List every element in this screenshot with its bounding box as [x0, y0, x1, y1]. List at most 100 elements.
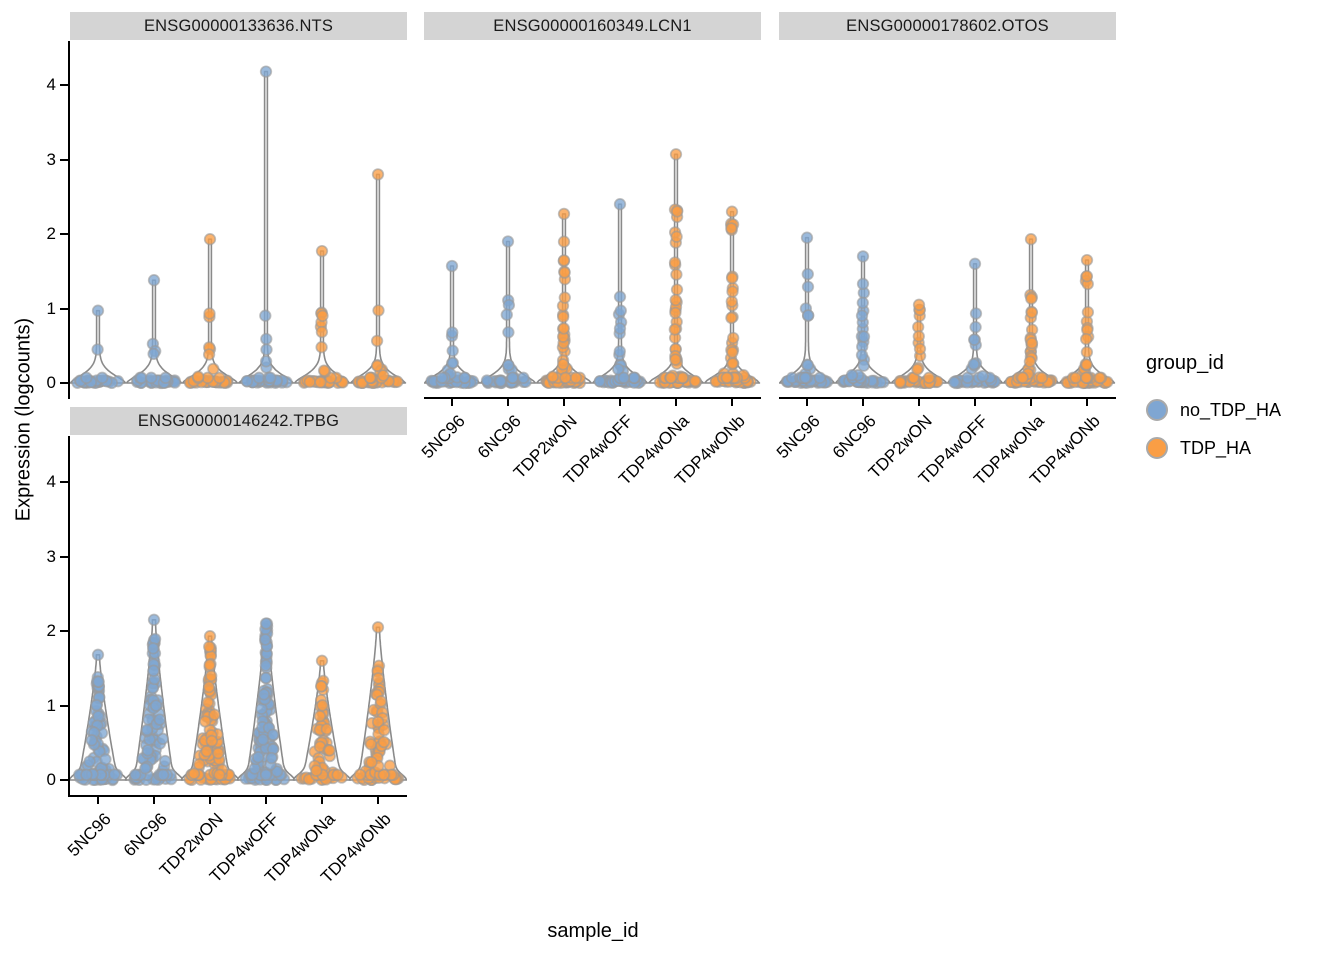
- jitter-point: [617, 371, 631, 384]
- violin-shape: [349, 173, 407, 384]
- facet-strip: ENSG00000178602.OTOS: [779, 12, 1116, 40]
- jitter-point: [1035, 371, 1049, 384]
- jitter-point: [371, 715, 385, 729]
- jitter-point: [569, 371, 583, 384]
- jitter-point: [559, 371, 572, 384]
- jitter-point: [801, 267, 814, 281]
- jitter-point: [1081, 306, 1095, 319]
- jitter-point: [613, 345, 626, 358]
- jitter-point: [1025, 292, 1038, 305]
- x-axis-line: [68, 795, 407, 797]
- jitter-point: [91, 304, 105, 317]
- jitter-point: [612, 363, 625, 376]
- x-axis-line: [424, 397, 761, 399]
- jitter-point: [1069, 371, 1082, 384]
- jitter-point: [501, 235, 515, 248]
- jitter-point: [139, 762, 152, 775]
- jitter-point: [187, 767, 201, 780]
- jitter-point: [1024, 233, 1038, 246]
- jitter-point: [968, 257, 982, 270]
- jitter-point: [316, 699, 329, 712]
- x-tick-mark: [675, 399, 677, 406]
- jitter-point: [208, 708, 221, 721]
- jitter-point: [557, 235, 571, 248]
- jitter-point: [669, 353, 682, 366]
- jitter-point: [725, 295, 738, 308]
- jitter-point: [922, 371, 936, 384]
- jitter-point: [96, 371, 109, 384]
- jitter-point: [671, 205, 684, 218]
- jitter-point: [377, 768, 390, 781]
- y-tick-label: 4: [46, 472, 56, 491]
- jitter-point: [91, 343, 104, 356]
- jitter-point: [365, 756, 378, 769]
- jitter-point: [458, 371, 471, 384]
- jitter-point: [669, 293, 682, 307]
- jitter-point: [969, 307, 983, 320]
- jitter-point: [313, 709, 327, 723]
- x-tick-mark: [918, 399, 920, 406]
- violin-panel: [70, 613, 407, 787]
- jitter-point: [676, 371, 689, 384]
- jitter-point: [627, 371, 641, 384]
- y-tick-mark: [60, 630, 68, 632]
- jitter-point: [556, 358, 570, 371]
- jitter-point: [257, 688, 271, 701]
- jitter-point: [801, 280, 815, 293]
- jitter-point: [212, 747, 225, 760]
- x-tick-mark: [507, 399, 509, 406]
- jitter-point: [157, 768, 170, 781]
- jitter-point: [969, 320, 982, 334]
- x-tick-mark: [619, 399, 621, 406]
- jitter-point: [371, 621, 385, 634]
- jitter-point: [315, 341, 328, 354]
- facet-strip: ENSG00000133636.NTS: [70, 12, 407, 40]
- jitter-point: [967, 358, 980, 371]
- jitter-point: [669, 306, 682, 320]
- jitter-point: [446, 326, 459, 339]
- jitter-point: [968, 333, 981, 346]
- jitter-point: [259, 671, 272, 685]
- jitter-point: [314, 376, 327, 389]
- jitter-point: [1080, 253, 1094, 267]
- jitter-point: [200, 745, 213, 758]
- jitter-point: [670, 283, 684, 296]
- jitter-point: [799, 371, 812, 384]
- jitter-point: [303, 375, 316, 389]
- jitter-point: [259, 768, 273, 781]
- jitter-point: [855, 348, 869, 362]
- jitter-point: [147, 347, 160, 361]
- jitter-point: [213, 768, 226, 781]
- jitter-point: [252, 751, 265, 764]
- jitter-point: [1093, 371, 1106, 384]
- jitter-point: [727, 331, 740, 345]
- facet-strip: ENSG00000146242.TPBG: [70, 407, 407, 435]
- jitter-point: [315, 654, 329, 667]
- jitter-point: [108, 768, 121, 781]
- x-tick-mark: [209, 797, 211, 804]
- y-tick-label: 0: [46, 373, 56, 392]
- jitter-point: [800, 231, 814, 244]
- x-tick-mark: [563, 399, 565, 406]
- jitter-point: [378, 723, 391, 737]
- jitter-point: [83, 755, 96, 768]
- legend-item-tdp-ha: TDP_HA: [1146, 429, 1336, 467]
- jitter-point: [145, 371, 158, 384]
- jitter-point: [147, 642, 160, 655]
- jitter-point: [320, 722, 333, 736]
- jitter-point: [856, 277, 870, 291]
- jitter-point: [1080, 371, 1093, 384]
- jitter-point: [976, 370, 989, 383]
- x-tick-mark: [862, 399, 864, 406]
- jitter-point: [207, 362, 220, 376]
- jitter-point: [613, 322, 627, 335]
- jitter-point: [855, 309, 869, 322]
- jitter-point: [813, 371, 827, 384]
- jitter-point: [557, 254, 571, 267]
- jitter-point: [445, 259, 459, 273]
- jitter-point: [141, 744, 154, 757]
- jitter-point: [948, 376, 961, 389]
- jitter-point: [377, 369, 390, 382]
- jitter-point: [374, 695, 388, 708]
- jitter-point: [725, 222, 738, 235]
